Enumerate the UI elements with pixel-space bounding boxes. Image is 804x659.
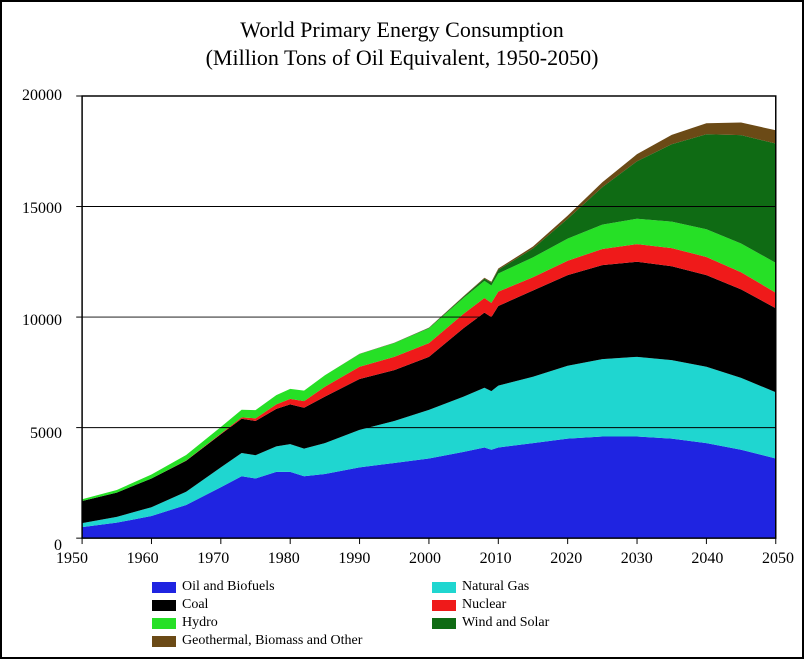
area-chart-svg: [72, 96, 778, 546]
x-tick-label: 2040: [691, 550, 723, 568]
legend-swatch: [432, 618, 456, 629]
legend-label: Oil and Biofuels: [182, 579, 275, 595]
legend-item: Oil and Biofuels: [152, 578, 432, 596]
plot-area: [72, 96, 778, 546]
legend-swatch: [152, 636, 176, 647]
x-tick-label: 1960: [127, 550, 159, 568]
x-tick-label: 1950: [56, 550, 88, 568]
chart-title: World Primary Energy Consumption (Millio…: [2, 2, 802, 71]
legend-label: Nuclear: [462, 597, 506, 613]
y-tick-label: 15000: [2, 200, 62, 218]
x-tick-label: 2030: [621, 550, 653, 568]
x-tick-label: 1980: [268, 550, 300, 568]
legend-label: Hydro: [182, 615, 218, 631]
x-tick-label: 2000: [409, 550, 441, 568]
legend-swatch: [152, 600, 176, 611]
legend-swatch: [432, 582, 456, 593]
legend-label: Wind and Solar: [462, 615, 549, 631]
legend: Oil and Biofuels Natural Gas Coal Nuclear Hy…: [152, 578, 712, 650]
chart-title-line2: (Million Tons of Oil Equivalent, 1950-20…: [206, 45, 599, 70]
x-tick-label: 2010: [480, 550, 512, 568]
legend-item: Nuclear: [432, 596, 712, 614]
y-tick-label: 5000: [2, 425, 62, 443]
x-tick-label: 1990: [338, 550, 370, 568]
legend-label: Natural Gas: [462, 579, 529, 595]
legend-label: Coal: [182, 597, 208, 613]
y-tick-label: 20000: [2, 87, 62, 105]
legend-item: Wind and Solar: [432, 614, 712, 632]
legend-swatch: [432, 600, 456, 611]
x-tick-label: 2050: [762, 550, 794, 568]
legend-item: Geothermal, Biomass and Other: [152, 632, 712, 650]
legend-item: Coal: [152, 596, 432, 614]
legend-label: Geothermal, Biomass and Other: [182, 633, 362, 649]
x-tick-label: 2020: [550, 550, 582, 568]
legend-swatch: [152, 618, 176, 629]
legend-item: Natural Gas: [432, 578, 712, 596]
y-tick-label: 0: [2, 537, 62, 555]
legend-item: Hydro: [152, 614, 432, 632]
legend-swatch: [152, 582, 176, 593]
x-tick-label: 1970: [197, 550, 229, 568]
chart-title-line1: World Primary Energy Consumption: [240, 17, 564, 42]
y-tick-label: 10000: [2, 312, 62, 330]
